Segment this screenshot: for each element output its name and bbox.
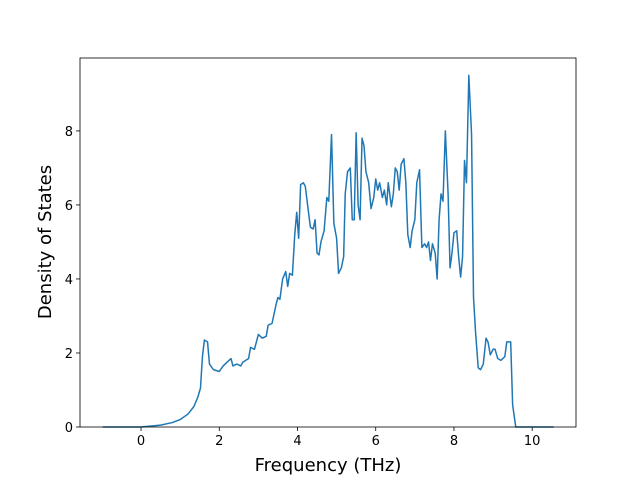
x-tick-label: 10 <box>524 434 541 449</box>
y-tick-label: 8 <box>65 125 73 140</box>
y-tick-label: 2 <box>65 347 73 362</box>
x-tick-label: 4 <box>293 434 301 449</box>
x-tick-label: 2 <box>215 434 223 449</box>
y-axis-label: Density of States <box>35 165 56 319</box>
x-axis-label: Frequency (THz) <box>255 455 402 476</box>
x-tick-label: 0 <box>137 434 145 449</box>
y-tick-label: 0 <box>65 421 73 436</box>
y-tick-label: 4 <box>65 273 73 288</box>
plot-frame <box>79 57 577 428</box>
x-tick-label: 8 <box>450 434 458 449</box>
x-tick-label: 6 <box>372 434 380 449</box>
y-tick-label: 6 <box>65 199 73 214</box>
data-line <box>102 74 554 428</box>
